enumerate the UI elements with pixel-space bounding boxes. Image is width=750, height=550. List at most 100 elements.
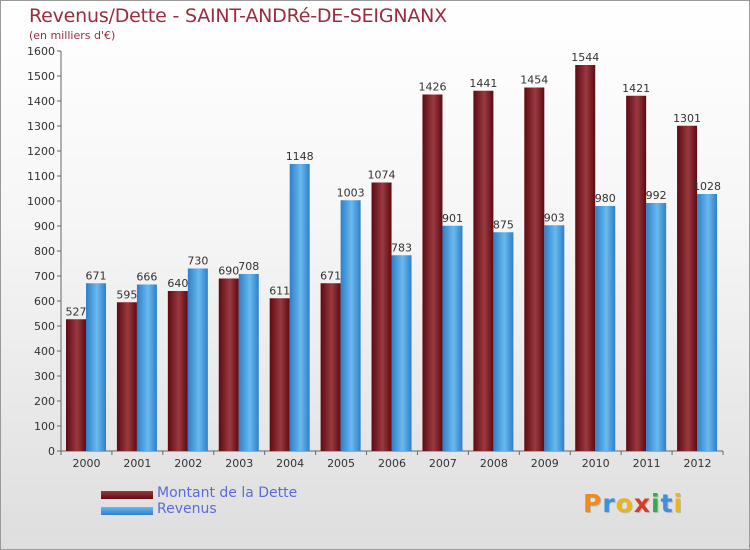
brand-letter: i	[673, 489, 684, 518]
bar-debt	[422, 94, 443, 451]
y-tick-label: 600	[34, 295, 55, 308]
y-tick-label: 0	[48, 445, 55, 458]
bar-revenue	[544, 225, 565, 451]
bar-revenue	[289, 164, 310, 451]
brand-letter: i	[651, 489, 661, 518]
value-label-debt: 1301	[673, 112, 701, 125]
bar-revenue	[595, 206, 616, 451]
legend-swatch-revenue	[101, 507, 153, 515]
x-tick-label: 2000	[72, 457, 100, 470]
x-tick-label: 2011	[633, 457, 661, 470]
value-label-revenue: 903	[544, 211, 565, 224]
value-label-revenue: 783	[391, 241, 412, 254]
x-tick-label: 2009	[531, 457, 559, 470]
brand-logo: Proxiti	[583, 489, 683, 518]
value-label-debt: 1426	[418, 81, 446, 94]
y-tick-label: 200	[34, 395, 55, 408]
bar-debt	[575, 65, 596, 451]
bar-debt	[473, 90, 494, 451]
y-tick-label: 1000	[27, 195, 55, 208]
x-tick-label: 2001	[123, 457, 151, 470]
y-tick-label: 900	[34, 220, 55, 233]
chart-subtitle: (en milliers d'€)	[29, 29, 116, 42]
bars	[66, 65, 718, 451]
x-tick-label: 2004	[276, 457, 304, 470]
y-tick-label: 500	[34, 320, 55, 333]
bar-debt	[626, 95, 647, 451]
y-tick-label: 1200	[27, 145, 55, 158]
value-label-revenue: 1028	[693, 180, 721, 193]
y-tick-label: 400	[34, 345, 55, 358]
y-tick-label: 300	[34, 370, 55, 383]
bar-revenue	[646, 203, 667, 451]
value-label-debt: 1441	[469, 77, 497, 90]
value-label-debt: 690	[218, 265, 239, 278]
legend-label-debt: Montant de la Dette	[157, 485, 298, 501]
x-tick-label: 2010	[582, 457, 610, 470]
bar-debt	[66, 319, 86, 451]
y-tick-label: 1100	[27, 170, 55, 183]
brand-letter: t	[660, 489, 674, 518]
value-label-revenue: 901	[442, 212, 463, 225]
x-tick-label: 2012	[684, 457, 712, 470]
value-label-debt: 640	[167, 277, 188, 290]
bar-debt	[116, 302, 137, 451]
bar-revenue	[442, 225, 463, 451]
x-tick-label: 2006	[378, 457, 406, 470]
legend-swatch-debt	[101, 491, 153, 499]
value-label-debt: 611	[269, 284, 290, 297]
x-tick-label: 2003	[225, 457, 253, 470]
y-tick-label: 1400	[27, 95, 55, 108]
value-label-debt: 1074	[368, 169, 396, 182]
value-label-revenue: 708	[238, 260, 259, 273]
value-label-revenue: 730	[187, 255, 208, 268]
bar-revenue	[187, 268, 208, 451]
x-tick-label: 2007	[429, 457, 457, 470]
bar-revenue	[86, 283, 106, 451]
brand-letter: P	[583, 489, 603, 518]
y-tick-label: 1300	[27, 120, 55, 133]
bar-revenue	[340, 200, 361, 451]
value-label-revenue: 992	[646, 189, 667, 202]
value-label-debt: 595	[116, 288, 137, 301]
brand-letter: r	[602, 489, 616, 518]
bar-debt	[371, 182, 392, 451]
bar-revenue	[136, 284, 157, 451]
bar-revenue	[493, 232, 514, 451]
bar-debt	[269, 298, 290, 451]
y-tick-label: 100	[34, 420, 55, 433]
value-label-revenue: 1148	[286, 150, 314, 163]
y-tick-label: 700	[34, 270, 55, 283]
value-label-revenue: 666	[136, 271, 157, 284]
bar-debt	[167, 291, 188, 451]
value-label-debt: 1421	[622, 82, 650, 95]
bar-debt	[320, 283, 341, 451]
y-tick-label: 800	[34, 245, 55, 258]
bar-revenue	[238, 274, 259, 451]
value-label-debt: 671	[320, 269, 341, 282]
value-label-revenue: 875	[493, 218, 514, 231]
y-tick-label: 1500	[27, 70, 55, 83]
bar-debt	[524, 87, 545, 451]
value-label-revenue: 671	[86, 269, 107, 282]
y-tick-label: 1600	[27, 45, 55, 58]
brand-letter: x	[633, 489, 651, 518]
value-label-revenue: 980	[595, 192, 616, 205]
x-tick-label: 2008	[480, 457, 508, 470]
brand-letter: o	[615, 489, 634, 518]
value-label-revenue: 1003	[337, 186, 365, 199]
value-label-debt: 527	[66, 305, 87, 318]
x-tick-label: 2002	[174, 457, 202, 470]
bar-debt	[218, 278, 239, 451]
x-tick-label: 2005	[327, 457, 355, 470]
value-label-debt: 1544	[571, 51, 599, 64]
bar-revenue	[391, 255, 412, 451]
value-label-debt: 1454	[520, 74, 548, 87]
chart-title: Revenus/Dette - SAINT-ANDRé-DE-SEIGNANX	[29, 5, 447, 27]
bar-debt	[677, 125, 698, 451]
legend-label-revenue: Revenus	[157, 501, 217, 517]
bar-revenue	[697, 194, 718, 451]
